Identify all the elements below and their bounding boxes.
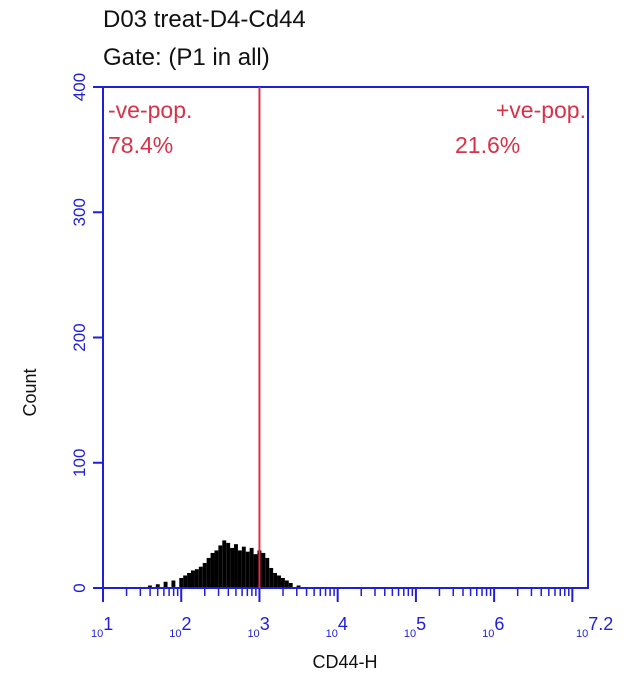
x-axis-label: CD44-H (312, 652, 377, 672)
histogram-bar (296, 585, 301, 588)
histogram-bar (226, 542, 231, 588)
histogram-bar (261, 552, 266, 588)
x-tick-exponent: 6 (494, 614, 504, 634)
x-tick-base: 10 (576, 628, 588, 640)
histogram-bar (198, 566, 203, 588)
x-tick-base: 10 (91, 628, 103, 640)
x-tick-exponent: 5 (416, 614, 426, 634)
histogram-bar (202, 562, 207, 588)
x-tick-exponent: 7.2 (588, 614, 613, 634)
histogram-bar (155, 584, 160, 588)
histogram-bar (222, 540, 227, 588)
histogram-bar (277, 575, 281, 588)
histogram-bar (265, 557, 270, 588)
x-tick-exponent: 2 (181, 614, 191, 634)
histogram-bar (210, 552, 215, 588)
x-tick-exponent: 3 (260, 614, 270, 634)
x-tick-base: 10 (404, 628, 416, 640)
y-tick-label: 100 (70, 449, 89, 477)
x-tick-base: 10 (247, 628, 259, 640)
x-tick-label: 101 (91, 614, 113, 640)
histogram-bars (147, 540, 301, 588)
histogram-bar (171, 580, 176, 588)
pos-pop-percent: 21.6% (455, 132, 520, 158)
histogram-bar (230, 547, 235, 588)
neg-pop-percent: 78.4% (108, 132, 173, 158)
histogram-bar (245, 551, 250, 588)
x-tick-label: 104 (326, 614, 348, 640)
histogram-bar (187, 572, 192, 588)
chart-subtitle: Gate: (P1 in all) (103, 44, 270, 71)
histogram-bar (269, 567, 274, 588)
histogram-bar (253, 554, 258, 588)
histogram-bar (249, 547, 254, 588)
y-tick-label: 300 (70, 198, 89, 226)
histogram-bar (183, 575, 188, 588)
histogram-bar (147, 585, 152, 588)
histogram-bar (234, 544, 238, 588)
histogram-bar (280, 577, 285, 588)
chart-title: D03 treat-D4-Cd44 (103, 6, 306, 33)
histogram-bar (288, 582, 293, 588)
x-tick-label: 102 (169, 614, 191, 640)
x-axis: 101 102 103 104 105 106 107.2 (91, 588, 613, 640)
x-tick-label: 105 (404, 614, 426, 640)
histogram-bar (237, 550, 242, 588)
y-axis-label: Count (20, 368, 40, 416)
x-tick-label: 103 (247, 614, 269, 640)
y-tick-label: 400 (70, 73, 89, 101)
histogram-bar (273, 572, 278, 588)
plot-frame (102, 86, 589, 589)
histogram-bar (206, 557, 211, 588)
histogram-bar (179, 577, 184, 588)
x-tick-base: 10 (169, 628, 181, 640)
x-tick-exponent: 1 (103, 614, 113, 634)
histogram-bar (241, 546, 246, 588)
y-tick-label: 0 (70, 583, 89, 592)
y-tick-label: 200 (70, 323, 89, 351)
pos-pop-label: +ve-pop. (496, 97, 586, 123)
histogram-bar (284, 580, 289, 588)
x-tick-base: 10 (326, 628, 338, 640)
neg-pop-label: -ve-pop. (108, 97, 192, 123)
histogram-bar (218, 545, 223, 588)
x-tick-base: 10 (482, 628, 494, 640)
histogram-bar (163, 581, 168, 588)
histogram-bar (191, 570, 195, 588)
x-tick-label: 106 (482, 614, 504, 640)
y-axis: 0 100 200 300 400 (70, 73, 103, 593)
histogram-bar (214, 550, 219, 588)
x-tick-label: 107.2 (576, 614, 613, 640)
x-tick-exponent: 4 (338, 614, 348, 634)
histogram-bar (194, 569, 199, 588)
